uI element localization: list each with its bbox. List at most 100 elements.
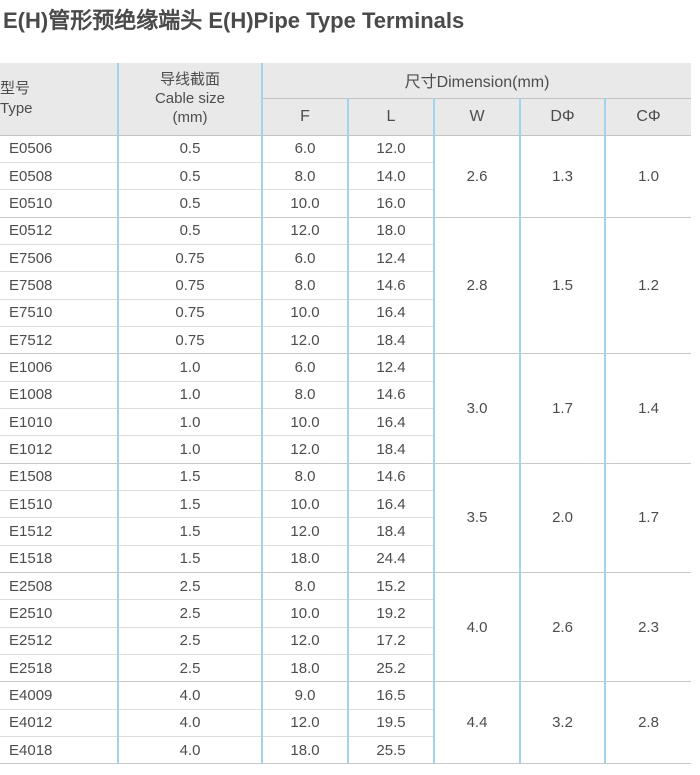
l-cell: 14.6	[348, 271, 435, 300]
table-row: E2512 2.5 12.0 17.2	[0, 627, 691, 656]
col-header-type-en: Type	[0, 99, 33, 117]
c-phi-cell: 1.2	[605, 217, 692, 355]
type-cell: E0508	[0, 162, 119, 191]
terminals-table: 型号 Type 导线截面 Cable size (mm) 尺寸Dimension…	[0, 63, 692, 765]
l-cell: 17.2	[348, 627, 435, 656]
col-header-f: F	[262, 98, 349, 136]
cable-size-cell: 0.5	[118, 217, 263, 245]
col-header-d-phi: DΦ	[520, 98, 606, 136]
l-cell: 19.2	[348, 599, 435, 628]
cable-size-cell: 2.5	[118, 599, 263, 628]
page-title: E(H)管形预绝缘端头 E(H)Pipe Type Terminals	[3, 8, 465, 33]
l-cell: 14.6	[348, 463, 435, 491]
f-cell: 8.0	[262, 572, 349, 601]
col-header-cable-size: 导线截面 Cable size (mm)	[118, 63, 263, 136]
cable-size-cell: 1.0	[118, 381, 263, 409]
col-header-dimension: 尺寸Dimension(mm)	[262, 63, 692, 99]
type-cell: E1012	[0, 435, 119, 464]
f-cell: 12.0	[262, 326, 349, 355]
col-header-w: W	[434, 98, 521, 136]
type-cell: E4012	[0, 709, 119, 738]
type-cell: E1510	[0, 490, 119, 519]
f-cell: 12.0	[262, 517, 349, 546]
cable-size-cell: 1.0	[118, 353, 263, 382]
l-cell: 14.0	[348, 162, 435, 191]
w-cell: 2.8	[434, 217, 521, 355]
table-row: E1008 1.0 8.0 14.6	[0, 381, 691, 409]
table-row: E0506 0.5 6.0 12.0 2.6 1.3 1.0	[0, 135, 692, 218]
cable-size-cell: 1.5	[118, 545, 263, 574]
type-cell: E0510	[0, 189, 119, 218]
cable-size-cell: 0.5	[118, 189, 263, 218]
l-cell: 12.4	[348, 353, 435, 382]
d-phi-cell: 2.0	[520, 463, 606, 574]
table-row: E7508 0.75 8.0 14.6	[0, 271, 691, 300]
header-row-top: 型号 Type 导线截面 Cable size (mm) 尺寸Dimension…	[0, 63, 692, 136]
l-cell: 15.2	[348, 572, 435, 601]
type-cell: E1006	[0, 353, 119, 382]
type-cell: E7508	[0, 271, 119, 300]
cable-size-cell: 1.5	[118, 490, 263, 519]
cable-size-cell: 2.5	[118, 572, 263, 601]
f-cell: 8.0	[262, 381, 349, 409]
cable-size-cell: 1.5	[118, 517, 263, 546]
f-cell: 6.0	[262, 135, 349, 163]
cable-size-cell: 1.0	[118, 435, 263, 464]
table-row: E4018 4.0 18.0 25.5	[0, 736, 691, 765]
w-cell: 2.6	[434, 135, 521, 218]
l-cell: 18.4	[348, 517, 435, 546]
l-cell: 18.0	[348, 217, 435, 245]
col-header-cable-en: Cable size	[154, 90, 226, 108]
l-cell: 16.0	[348, 189, 435, 218]
f-cell: 9.0	[262, 681, 349, 710]
f-cell: 18.0	[262, 545, 349, 574]
type-cell: E7510	[0, 299, 119, 327]
d-phi-cell: 1.5	[520, 217, 606, 355]
cable-size-cell: 2.5	[118, 627, 263, 656]
w-cell: 4.4	[434, 681, 521, 765]
l-cell: 14.6	[348, 381, 435, 409]
type-cell: E1008	[0, 381, 119, 409]
l-cell: 24.4	[348, 545, 435, 574]
type-cell: E7512	[0, 326, 119, 355]
table-row: E1512 1.5 12.0 18.4	[0, 517, 691, 546]
table-row: E4009 4.0 9.0 16.5 4.4 3.2 2.8	[0, 681, 692, 765]
table-row: E7512 0.75 12.0 18.4	[0, 326, 691, 355]
table-row: E4012 4.0 12.0 19.5	[0, 709, 691, 738]
cable-size-cell: 2.5	[118, 654, 263, 683]
cable-size-cell: 4.0	[118, 736, 263, 765]
f-cell: 18.0	[262, 736, 349, 765]
table-row: E7506 0.75 6.0 12.4	[0, 244, 691, 273]
type-cell: E0506	[0, 135, 119, 163]
cable-size-cell: 4.0	[118, 709, 263, 738]
table-row: E2518 2.5 18.0 25.2	[0, 654, 691, 683]
cable-size-cell: 1.5	[118, 463, 263, 491]
table-row: E2508 2.5 8.0 15.2 4.0 2.6 2.3	[0, 572, 692, 683]
type-cell: E1512	[0, 517, 119, 546]
f-cell: 8.0	[262, 162, 349, 191]
d-phi-cell: 1.7	[520, 353, 606, 464]
col-header-c-phi: CΦ	[605, 98, 692, 136]
cable-size-cell: 4.0	[118, 681, 263, 710]
type-cell: E0512	[0, 217, 119, 245]
table-row: E2510 2.5 10.0 19.2	[0, 599, 691, 628]
f-cell: 12.0	[262, 627, 349, 656]
f-cell: 8.0	[262, 463, 349, 491]
f-cell: 10.0	[262, 599, 349, 628]
table-row: E1012 1.0 12.0 18.4	[0, 435, 691, 464]
type-cell: E2512	[0, 627, 119, 656]
l-cell: 16.5	[348, 681, 435, 710]
cable-size-cell: 0.75	[118, 244, 263, 273]
table-row: E7510 0.75 10.0 16.4	[0, 299, 691, 327]
d-phi-cell: 1.3	[520, 135, 606, 218]
c-phi-cell: 1.0	[605, 135, 692, 218]
cable-size-cell: 0.75	[118, 299, 263, 327]
f-cell: 6.0	[262, 244, 349, 273]
type-cell: E1518	[0, 545, 119, 574]
l-cell: 16.4	[348, 490, 435, 519]
l-cell: 16.4	[348, 299, 435, 327]
table-body: E0506 0.5 6.0 12.0 2.6 1.3 1.0 E0508 0.5 8.0 14.0 E…	[0, 135, 692, 765]
cable-size-cell: 0.75	[118, 271, 263, 300]
table-row: E1508 1.5 8.0 14.6 3.5 2.0 1.7	[0, 463, 692, 574]
l-cell: 12.0	[348, 135, 435, 163]
